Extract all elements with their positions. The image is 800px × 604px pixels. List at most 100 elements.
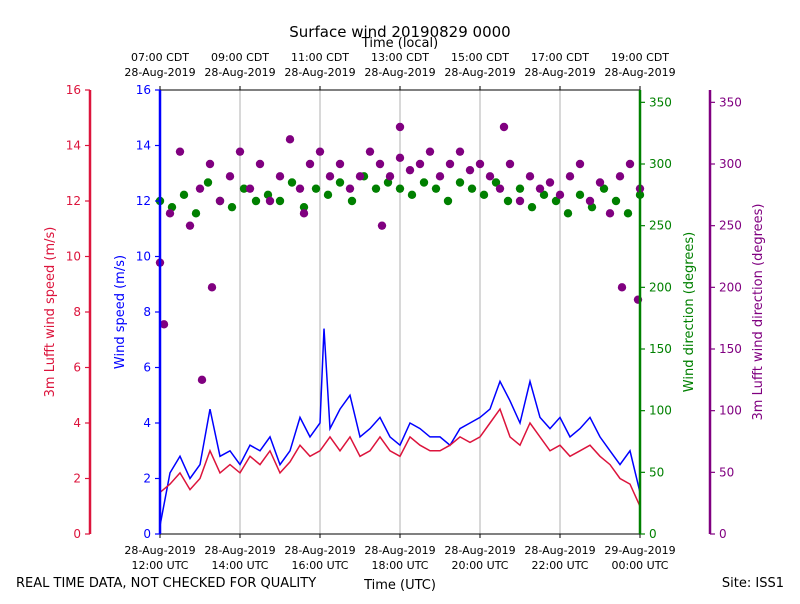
3m-lufft-wind-direction-point (285, 135, 295, 144)
3m-lufft-wind-direction-point (165, 209, 175, 218)
quality-disclaimer: REAL TIME DATA, NOT CHECKED FOR QUALITY (16, 576, 316, 591)
3m-lufft-wind-direction-point (275, 172, 285, 181)
lufft-speed-axis-label: 3m Lufft wind speed (m/s) (43, 227, 58, 398)
3m-lufft-wind-direction-point (299, 209, 309, 218)
lufft-speed-axis-tick-label: 8 (73, 305, 81, 319)
top-tick-date-label: 28-Aug-2019 (124, 66, 195, 79)
3m-lufft-wind-direction-point (465, 165, 475, 175)
lufft-speed-axis-tick-label: 4 (73, 416, 81, 430)
3m-lufft-wind-direction-point (255, 159, 265, 169)
wind-dir-axis-tick-label: 100 (649, 404, 672, 418)
wind-direction-point (623, 209, 633, 218)
lufft-speed-axis-tick-label: 14 (66, 139, 81, 153)
wind-speed-axis-label: Wind speed (m/s) (113, 255, 128, 369)
3m-lufft-wind-direction-point (565, 172, 575, 181)
x-tick-date-label: 28-Aug-2019 (444, 544, 515, 557)
3m-lufft-wind-direction-point (445, 159, 455, 169)
wind-speed-axis-tick-label: 12 (136, 194, 151, 208)
3m-lufft-wind-direction-point (245, 184, 255, 193)
wind-direction-point (203, 178, 213, 187)
3m-lufft-wind-direction-point (385, 172, 395, 181)
top-tick-date-label: 28-Aug-2019 (204, 66, 275, 79)
wind-direction-point (239, 184, 249, 193)
site-label: Site: ISS1 (722, 576, 784, 591)
wind-speed-axis-tick-label: 2 (143, 472, 151, 486)
3m-lufft-wind-direction-point (435, 172, 445, 181)
3m-lufft-wind-direction-point (185, 221, 195, 230)
3m-lufft-wind-direction-point (575, 159, 585, 169)
3m-lufft-wind-direction-point (225, 172, 235, 181)
top-tick-date-label: 28-Aug-2019 (524, 66, 595, 79)
x-tick-date-label: 28-Aug-2019 (524, 544, 595, 557)
wind-speed-axis-tick-label: 4 (143, 416, 151, 430)
3m-lufft-wind-direction-point (355, 172, 365, 181)
wind-dir-axis-tick-label: 150 (649, 342, 672, 356)
3m-lufft-wind-direction-point (207, 283, 217, 292)
wind-direction-point (299, 202, 309, 212)
3m-lufft-wind-direction-point (395, 122, 405, 132)
3m-lufft-wind-direction-point (455, 147, 465, 156)
3m-lufft-wind-direction-point (395, 153, 405, 163)
3m-lufft-wind-direction-point (605, 209, 615, 218)
3m-lufft-wind-direction-point (325, 172, 335, 181)
wind-speed-line (159, 328, 641, 526)
x-tick-time-label: 00:00 UTC (611, 559, 668, 572)
top-tick-time-label: 11:00 CDT (291, 51, 349, 64)
3m-lufft-wind-direction-point (535, 184, 545, 193)
3m-lufft-wind-direction-point (555, 190, 565, 200)
wind-direction-point (491, 178, 501, 187)
lufft-speed-axis-tick-label: 6 (73, 361, 81, 375)
3m-lufft-wind-direction-point (295, 184, 305, 193)
x-tick-time-label: 22:00 UTC (531, 559, 588, 572)
lufft-speed-axis-tick-label: 0 (73, 527, 81, 541)
3m-lufft-wind-direction-point (525, 172, 535, 181)
x-tick-time-label: 14:00 UTC (211, 559, 268, 572)
lufft-dir-axis-tick-label: 100 (719, 404, 742, 418)
3m-lufft-wind-direction-point (305, 159, 315, 169)
wind-speed-axis-tick-label: 8 (143, 305, 151, 319)
top-tick-time-label: 15:00 CDT (451, 51, 509, 64)
wind-direction-point (407, 190, 417, 200)
top-tick-date-label: 28-Aug-2019 (284, 66, 355, 79)
3m-lufft-wind-speed-line (159, 407, 641, 507)
wind-direction-point (515, 184, 525, 193)
wind-direction-point (395, 184, 405, 193)
lufft-speed-axis-tick-label: 2 (73, 472, 81, 486)
x-tick-time-label: 20:00 UTC (451, 559, 508, 572)
3m-lufft-wind-direction-point (425, 147, 435, 156)
lufft-dir-axis-tick-label: 350 (719, 95, 742, 109)
3m-lufft-wind-direction-point (315, 147, 325, 156)
lufft-dir-axis-tick-label: 50 (719, 465, 734, 479)
3m-lufft-wind-direction-point (265, 196, 275, 206)
top-tick-date-label: 28-Aug-2019 (604, 66, 675, 79)
wind-direction-point (287, 178, 297, 187)
wind-direction-point (563, 209, 573, 218)
wind-direction-point (599, 184, 609, 193)
3m-lufft-wind-direction-point (345, 184, 355, 193)
wind-direction-point (419, 178, 429, 187)
3m-lufft-wind-direction-point (405, 165, 415, 175)
lufft-dir-axis-label: 3m Lufft wind direction (degrees) (751, 204, 766, 421)
x-tick-date-label: 28-Aug-2019 (204, 544, 275, 557)
wind-direction-point (479, 190, 489, 200)
wind-direction-point (431, 184, 441, 193)
3m-lufft-wind-direction-point (335, 159, 345, 169)
lufft-speed-axis-tick-label: 16 (66, 83, 81, 97)
wind-direction-point (323, 190, 333, 200)
wind-direction-point (443, 196, 453, 206)
top-tick-time-label: 07:00 CDT (131, 51, 189, 64)
lufft-speed-axis-tick-label: 10 (66, 250, 81, 264)
wind-speed-axis-tick-label: 6 (143, 361, 151, 375)
3m-lufft-wind-direction-point (499, 122, 509, 132)
lufft-dir-axis-tick-label: 250 (719, 219, 742, 233)
top-tick-date-label: 28-Aug-2019 (364, 66, 435, 79)
x-tick-date-label: 28-Aug-2019 (124, 544, 195, 557)
wind-direction-point (527, 202, 537, 212)
wind-direction-point (611, 196, 621, 206)
x-tick-date-label: 28-Aug-2019 (284, 544, 355, 557)
wind-direction-point (191, 209, 201, 218)
wind-direction-point (275, 196, 285, 206)
chart-title: Surface wind 20190829 0000 (289, 23, 510, 41)
3m-lufft-wind-direction-point (195, 184, 205, 193)
x-tick-time-label: 12:00 UTC (131, 559, 188, 572)
